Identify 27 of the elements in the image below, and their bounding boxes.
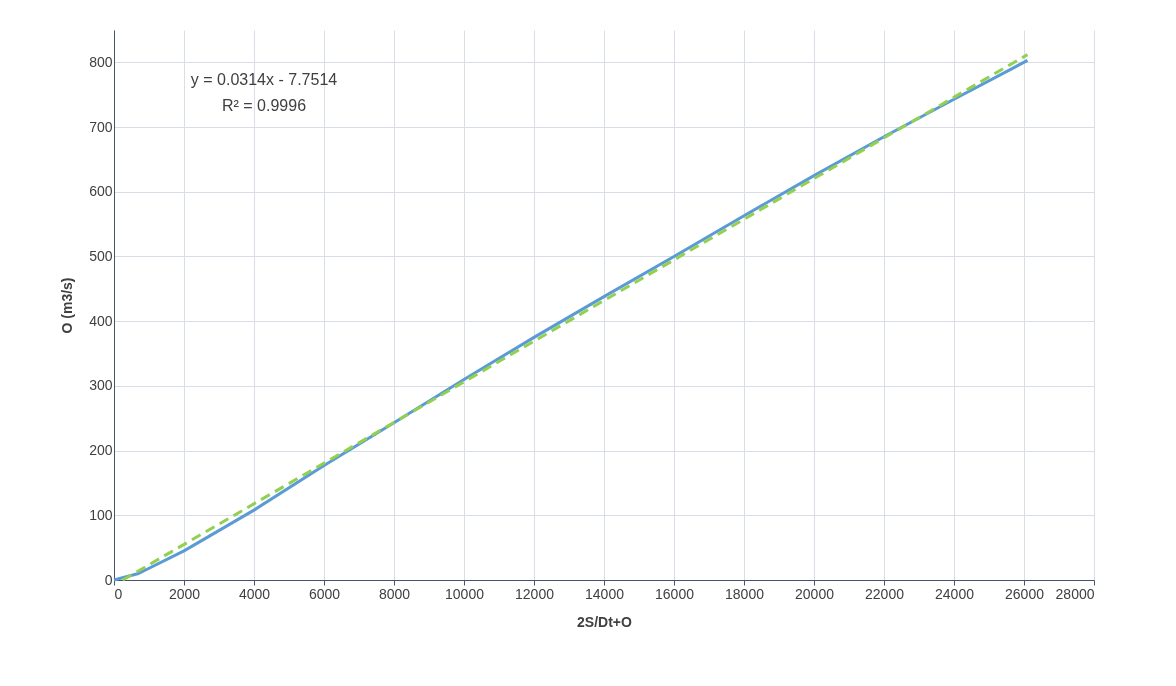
x-tick-label: 16000 — [655, 585, 695, 602]
y-tick-label: 400 — [89, 312, 113, 329]
x-tick-label: 6000 — [308, 585, 341, 602]
x-tick-label: 28000 — [1055, 585, 1095, 602]
annotation: y = 0.0314x - 7.7514 — [190, 71, 338, 88]
x-tick-label: 24000 — [935, 585, 975, 602]
y-tick-label: 300 — [89, 377, 113, 394]
annotation: R² = 0.9996 — [221, 97, 307, 114]
x-tick-label: 2000 — [168, 585, 201, 602]
y-tick-label: 800 — [89, 53, 113, 70]
x-tick-label: 4000 — [238, 585, 271, 602]
x-tick-label: 20000 — [795, 585, 835, 602]
x-tick-label: 12000 — [515, 585, 555, 602]
y-tick-label: 500 — [89, 247, 113, 264]
x-tick-label: 18000 — [725, 585, 765, 602]
x-tick-label: 10000 — [445, 585, 485, 602]
y-tick-label: 0 — [104, 571, 113, 588]
x-tick-label: 14000 — [585, 585, 625, 602]
x-axis-title: 2S/Dt+O — [577, 613, 633, 630]
y-axis-title: O (m3/s) — [59, 277, 76, 334]
y-tick-label: 600 — [89, 183, 113, 200]
y-tick-label: 700 — [89, 118, 113, 135]
x-tick-label: 8000 — [378, 585, 411, 602]
x-tick-label: 26000 — [1005, 585, 1045, 602]
y-tick-label: 100 — [89, 506, 113, 523]
y-tick-label: 200 — [89, 442, 113, 459]
x-tick-label: 22000 — [865, 585, 905, 602]
